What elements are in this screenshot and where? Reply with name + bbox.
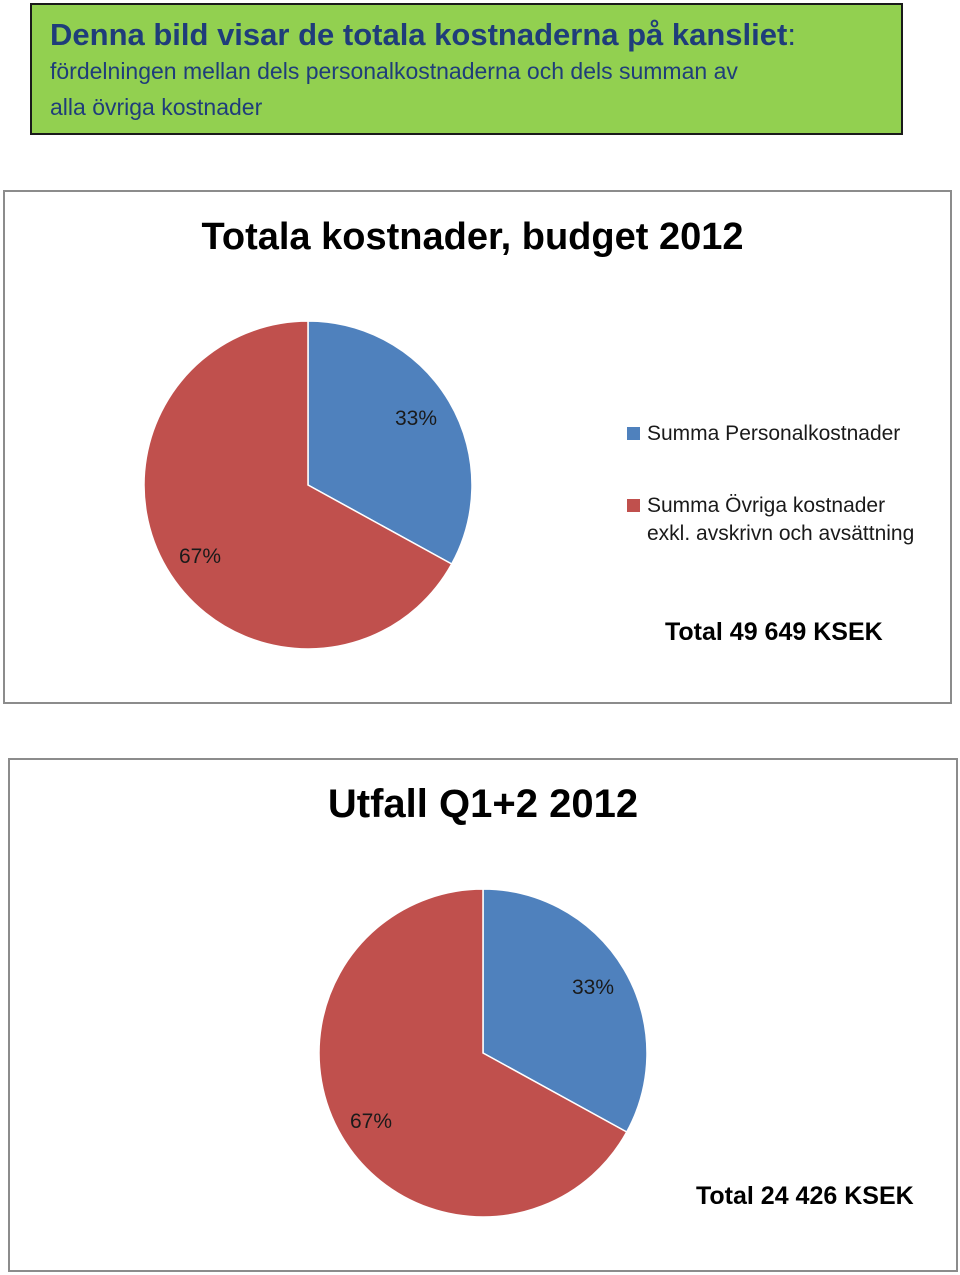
header-title: Denna bild visar de totala kostnaderna p…: [50, 17, 883, 53]
legend-swatch-personal: [627, 427, 640, 440]
chart-legend: Summa Personalkostnader Summa Övriga kos…: [627, 420, 914, 548]
legend-label-ovriga-line-2: exkl. avskrivn och avsättning: [647, 522, 915, 545]
budget-chart: Totala kostnader, budget 2012 33% 67% Sum…: [3, 190, 952, 704]
budget-chart-title-text: Totala kostnader, budget 2012: [201, 216, 744, 258]
utfall-pct-label-personal: 33%: [572, 976, 614, 999]
header-title-text: Denna bild visar de totala kostnaderna p…: [50, 17, 788, 52]
header-subtitle-line-2: alla övriga kostnader: [50, 94, 263, 120]
header-title-colon: :: [787, 17, 796, 52]
utfall-chart: Utfall Q1+2 2012 33% 67% Total 24 426 KSE…: [8, 758, 958, 1272]
header-banner: Denna bild visar de totala kostnaderna p…: [30, 3, 903, 135]
budget-slice-ovriga: [143, 320, 453, 650]
legend-label-ovriga-line-1: Summa Övriga kostnader: [647, 494, 886, 517]
budget-pie-chart: 33% 67%: [143, 320, 473, 650]
utfall-total-label: Total 24 426 KSEK: [696, 1182, 914, 1210]
legend-label-personal: Summa Personalkostnader: [647, 422, 901, 445]
legend-item-ovriga: Summa Övriga kostnader exkl. avskrivn oc…: [627, 492, 914, 548]
utfall-pie-chart: 33% 67%: [318, 888, 648, 1218]
utfall-slice-ovriga: [318, 888, 628, 1218]
header-subtitle-line-1: fördelningen mellan dels personalkostnad…: [50, 58, 738, 84]
utfall-pct-label-ovriga: 67%: [350, 1110, 392, 1133]
utfall-slice-personal: [482, 888, 648, 1134]
budget-chart-title: Totala kostnader, budget 2012: [5, 216, 950, 259]
budget-slice-personal: [307, 320, 473, 566]
budget-pct-label-personal: 33%: [395, 407, 437, 430]
legend-item-personal: Summa Personalkostnader: [627, 420, 914, 448]
utfall-chart-title: Utfall Q1+2 2012: [327, 782, 639, 826]
budget-pct-label-ovriga: 67%: [179, 545, 221, 568]
legend-swatch-ovriga: [627, 499, 640, 512]
budget-total-label: Total 49 649 KSEK: [665, 618, 883, 646]
